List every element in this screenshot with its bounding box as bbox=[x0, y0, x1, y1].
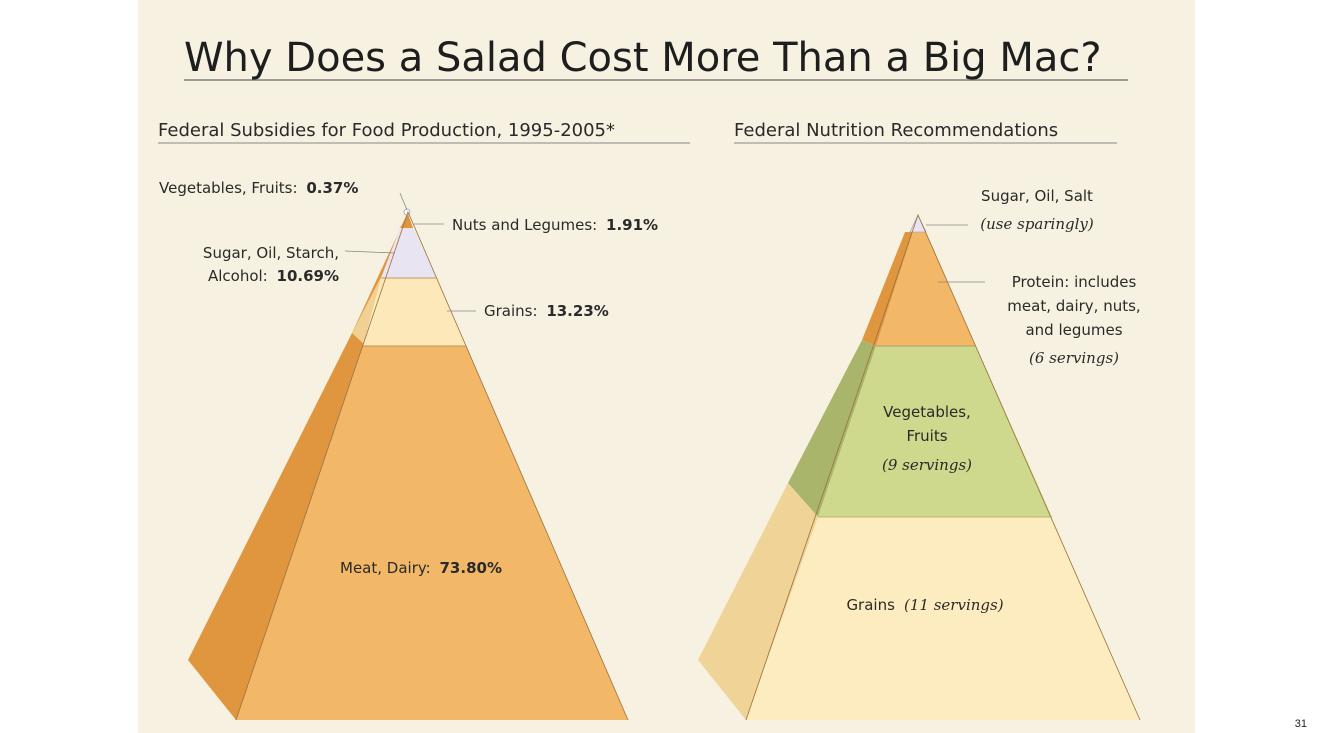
grains-side-face-right bbox=[698, 483, 818, 720]
right-heading: Federal Nutrition Recommendations bbox=[734, 120, 1058, 141]
label-sugar-line1: Sugar, Oil, Starch, bbox=[203, 244, 339, 262]
grains-servings-segment bbox=[746, 517, 1140, 720]
leader-sugar bbox=[344, 250, 396, 254]
grains-segment bbox=[363, 278, 466, 346]
label-sugar-oil-salt: Sugar, Oil, Salt bbox=[981, 187, 1093, 205]
protein-segment bbox=[876, 232, 976, 346]
main-title: Why Does a Salad Cost More Than a Big Ma… bbox=[184, 35, 1102, 81]
left-heading: Federal Subsidies for Food Production, 1… bbox=[158, 120, 615, 141]
right-pyramid-outline bbox=[745, 213, 1141, 721]
meat-dairy-segment bbox=[236, 346, 628, 720]
vegetables-side-face bbox=[788, 340, 876, 517]
label-protein-servings: (6 servings) bbox=[1029, 349, 1119, 367]
sugar-oil-segment bbox=[381, 228, 437, 278]
protein-side-face bbox=[862, 232, 913, 346]
sugar-oil-salt-segment bbox=[909, 214, 927, 233]
label-vegetables-servings: (9 servings) bbox=[882, 456, 972, 474]
subsidies-pyramid bbox=[188, 208, 629, 721]
meat-side-face bbox=[188, 212, 408, 720]
leader-veg bbox=[399, 192, 408, 211]
nuts-legumes-segment bbox=[400, 214, 413, 228]
label-veg-fruits: Vegetables, Fruits: 0.37% bbox=[159, 179, 358, 197]
label-meat-dairy: Meat, Dairy: 73.80% bbox=[340, 559, 502, 577]
grains-side-face bbox=[352, 275, 382, 345]
label-sugar-line2: Alcohol: 10.69% bbox=[208, 267, 339, 285]
label-protein-line3: and legumes bbox=[1025, 321, 1122, 339]
page-number: 31 bbox=[1294, 718, 1307, 730]
label-use-sparingly: (use sparingly) bbox=[980, 215, 1094, 233]
left-pyramid-outline bbox=[235, 210, 629, 721]
label-grains-servings: Grains (11 servings) bbox=[846, 595, 1003, 614]
vegetables-fruits-segment bbox=[818, 346, 1052, 517]
recommendations-pyramid bbox=[698, 213, 1141, 721]
label-grains: Grains: 13.23% bbox=[484, 302, 609, 320]
label-vegetables-line2: Fruits bbox=[906, 427, 947, 445]
label-vegetables-line1: Vegetables, bbox=[883, 403, 971, 421]
label-protein-line2: meat, dairy, nuts, bbox=[1007, 297, 1140, 315]
label-nuts-legumes: Nuts and Legumes: 1.91% bbox=[452, 216, 658, 234]
label-protein-line1: Protein: includes bbox=[1012, 273, 1137, 291]
